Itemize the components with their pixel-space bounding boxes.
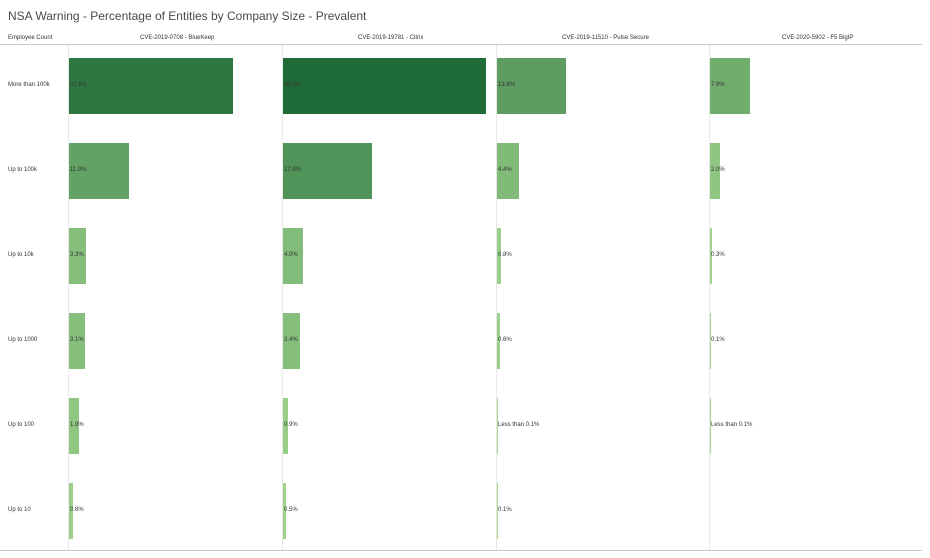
bar[interactable]: [283, 58, 486, 114]
bar[interactable]: [283, 483, 286, 539]
bar-value-label: 1.9%: [70, 422, 84, 428]
row-header-label: Employee Count: [8, 35, 53, 41]
row-label: Up to 10: [8, 507, 31, 513]
column-axis-line: [496, 45, 497, 550]
row-label: Up to 10k: [8, 252, 34, 258]
bar[interactable]: [497, 143, 519, 199]
bar[interactable]: [710, 228, 712, 284]
bar[interactable]: [69, 58, 233, 114]
row-label: Up to 1000: [8, 337, 38, 343]
bar[interactable]: [69, 143, 129, 199]
column-header-citrix: CVE-2019-19781 - Citrix: [358, 35, 424, 41]
column-header-bluekeep: CVE-2019-0708 - BlueKeep: [140, 35, 215, 41]
bar-value-label: 0.1%: [498, 507, 512, 513]
bar-value-label: 3.3%: [70, 252, 84, 258]
chart-title: NSA Warning - Percentage of Entities by …: [8, 9, 367, 23]
column-header-row: Employee Count CVE-2019-0708 - BlueKeep …: [0, 35, 922, 47]
row-label: More than 100k: [8, 82, 50, 88]
bar-value-label: 11.9%: [70, 167, 87, 173]
bar-value-label: 0.5%: [284, 507, 298, 513]
bar[interactable]: [283, 143, 372, 199]
bar[interactable]: [283, 398, 288, 454]
bar[interactable]: [710, 143, 720, 199]
bar-value-label: 40.6%: [284, 82, 302, 88]
bar[interactable]: [69, 313, 85, 369]
bar-value-label: 13.8%: [498, 82, 516, 88]
bar-value-label: 0.3%: [711, 252, 725, 258]
bar-value-label: 7.9%: [711, 82, 725, 88]
bar-value-label: 0.9%: [284, 422, 298, 428]
bar-value-label: 0.8%: [498, 252, 512, 258]
header-divider: [0, 44, 922, 45]
row-label: Up to 100k: [8, 167, 38, 173]
bar[interactable]: [69, 398, 79, 454]
bar-value-label: 3.4%: [284, 337, 298, 343]
bar-value-label: 0.8%: [70, 507, 84, 513]
bar-value-label: 0.6%: [498, 337, 512, 343]
bar[interactable]: [69, 228, 86, 284]
bar-value-label: 17.8%: [284, 167, 302, 173]
bar-value-label: Less than 0.1%: [498, 422, 540, 428]
bar[interactable]: [710, 58, 750, 114]
bar[interactable]: [69, 483, 73, 539]
bar-value-label: 3.1%: [70, 337, 84, 343]
column-header-pulse-secure: CVE-2019-11510 - Pulse Secure: [562, 35, 649, 41]
bar-value-label: 32.8%: [70, 82, 88, 88]
bar[interactable]: [497, 313, 500, 369]
bar-value-label: 4.4%: [498, 167, 512, 173]
row-label: Up to 100: [8, 422, 35, 428]
bar[interactable]: [283, 228, 303, 284]
column-axis-line: [68, 45, 69, 550]
bar[interactable]: [710, 398, 711, 454]
bottom-divider: [0, 550, 922, 551]
column-header-f5-bigip: CVE-2020-5902 - F5 BigIP: [782, 35, 854, 41]
bar-value-label: 0.1%: [711, 337, 725, 343]
bar[interactable]: [710, 313, 711, 369]
bar[interactable]: [497, 228, 501, 284]
bar[interactable]: [497, 483, 498, 539]
column-axis-line: [282, 45, 283, 550]
column-axis-line: [709, 45, 710, 550]
bar-value-label: 4.0%: [284, 252, 298, 258]
bar-value-label: Less than 0.1%: [711, 422, 753, 428]
bar[interactable]: [497, 58, 566, 114]
bar-value-label: 2.0%: [711, 167, 725, 173]
bar[interactable]: [283, 313, 300, 369]
bar[interactable]: [497, 398, 498, 454]
